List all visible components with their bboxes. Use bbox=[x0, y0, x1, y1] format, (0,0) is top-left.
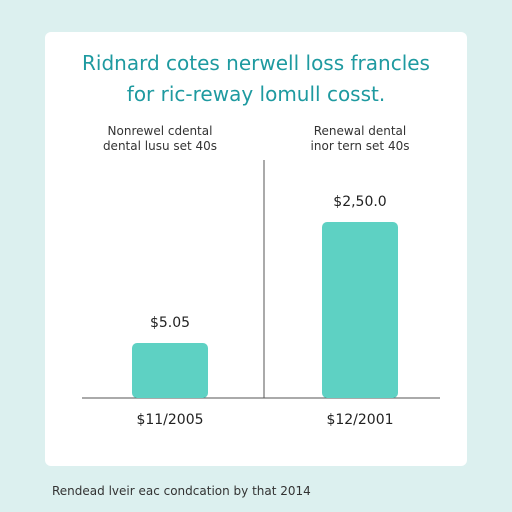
chart-title-line-2: for ric-reway lomull cosst. bbox=[126, 82, 386, 106]
bar-1-value-label: $5.05 bbox=[150, 315, 190, 331]
footer-note: Rendead lveir eac condcation by that 201… bbox=[52, 484, 311, 498]
x-tick-label-2: $12/2001 bbox=[326, 412, 393, 428]
category-2-label-line-1: Renewal dental bbox=[313, 124, 407, 138]
bar-2-value-label: $2,50.0 bbox=[333, 194, 386, 210]
bar-1 bbox=[132, 343, 208, 398]
chart-title-line-1: Ridnard cotes nerwell loss francles bbox=[82, 51, 430, 75]
x-tick-label-1: $11/2005 bbox=[136, 412, 203, 428]
category-1-label-line-2: dental lusu set 40s bbox=[102, 139, 218, 153]
bar-2 bbox=[322, 222, 398, 398]
category-1-label-line-1: Nonrewel cdental bbox=[107, 124, 213, 138]
category-2-label-line-2: inor tern set 40s bbox=[310, 139, 410, 153]
